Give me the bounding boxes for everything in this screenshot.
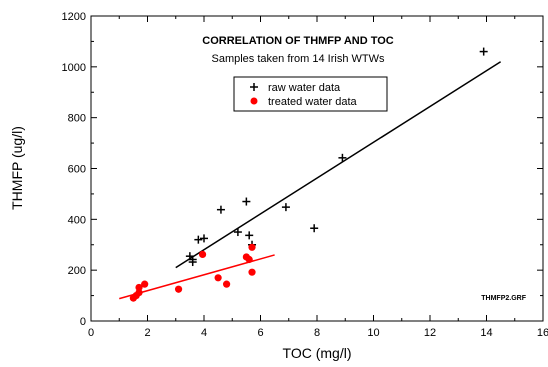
- point-raw: [245, 231, 254, 240]
- x-tick-label: 0: [88, 327, 94, 339]
- chart-subtitle: Samples taken from 14 Irish WTWs: [212, 53, 385, 65]
- legend-label-raw: raw water data: [268, 82, 341, 94]
- legend-label-treated: treated water data: [268, 96, 358, 108]
- y-tick-label: 0: [80, 316, 86, 328]
- legend: raw water data treated water data: [233, 76, 388, 112]
- point-treated: [141, 280, 149, 288]
- y-tick-label: 800: [68, 113, 86, 125]
- legend-marker-raw: [250, 83, 258, 91]
- point-raw: [310, 224, 319, 233]
- y-tick-label: 400: [68, 214, 86, 226]
- legend-box: [233, 76, 388, 112]
- x-axis-label: TOC (mg/l): [283, 345, 352, 361]
- point-treated: [174, 285, 183, 293]
- y-tick-label: 600: [68, 164, 86, 176]
- x-tick-label: 4: [201, 327, 207, 339]
- point-raw: [338, 153, 347, 162]
- point-treated: [135, 288, 143, 297]
- x-tick-label: 6: [257, 327, 263, 339]
- y-tick-label: 1000: [62, 62, 86, 74]
- x-tick-label: 2: [144, 327, 150, 339]
- point-raw: [188, 255, 197, 264]
- x-tick-label: 10: [367, 327, 379, 339]
- point-treated: [223, 280, 231, 288]
- x-tick-label: 14: [480, 327, 492, 339]
- y-axis-label: THMFP (ug/l): [9, 126, 25, 210]
- point-raw: [242, 197, 251, 206]
- axis-ticks: 0 2 4 6 8 10 12 14 16 0 200 400 600 800 1000 1200: [62, 11, 548, 339]
- point-raw: [281, 203, 290, 212]
- data-points: [129, 47, 488, 302]
- y-tick-label: 200: [68, 265, 86, 277]
- point-treated: [214, 274, 222, 282]
- point-raw: [233, 228, 242, 237]
- point-raw: [200, 234, 208, 243]
- point-treated: [248, 268, 256, 276]
- point-treated: [245, 255, 253, 264]
- legend-marker-treated: [250, 97, 258, 105]
- chart-title: CORRELATION OF THMFP AND TOC: [202, 35, 394, 47]
- x-tick-label: 16: [537, 327, 548, 339]
- x-tick-label: 8: [314, 327, 320, 339]
- point-raw: [216, 205, 225, 214]
- point-treated: [248, 243, 256, 251]
- x-tick-label: 12: [424, 327, 436, 339]
- point-treated: [135, 283, 143, 292]
- annotation-label: THMFP2.GRF: [481, 295, 526, 302]
- fit-line-raw: [175, 61, 502, 269]
- point-raw: [194, 235, 203, 244]
- y-tick-label: 1200: [62, 11, 86, 23]
- point-raw: [479, 47, 488, 56]
- point-treated: [198, 250, 207, 259]
